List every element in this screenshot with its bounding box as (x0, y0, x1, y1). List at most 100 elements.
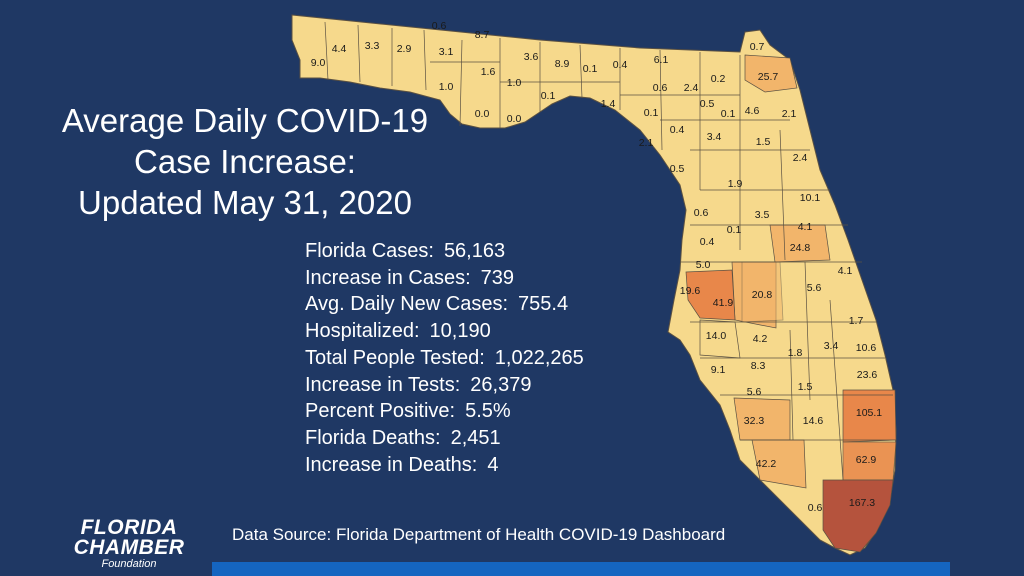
county-label: 0.6 (432, 20, 447, 32)
county-label: 19.6 (680, 285, 701, 297)
stat-value: 1,022,265 (494, 346, 584, 369)
stat-value: 4 (487, 453, 499, 476)
county-label: 20.8 (752, 289, 773, 301)
county-label: 1.0 (439, 81, 454, 93)
stat-increase-deaths: Increase in Deaths: 4 (305, 452, 584, 479)
title-line: Average Daily COVID-19 (61, 102, 429, 139)
county-label: 0.2 (711, 73, 726, 85)
stat-label: Avg. Daily New Cases: (305, 293, 509, 316)
stat-increase-cases: Increase in Cases: 739 (305, 265, 584, 292)
county-label: 0.4 (613, 59, 628, 71)
county-label: 9.0 (311, 57, 326, 69)
stat-label: Hospitalized: (305, 320, 420, 343)
county-label: 8.9 (555, 58, 570, 70)
county-label: 0.1 (541, 90, 556, 102)
county-label: 0.1 (721, 108, 736, 120)
stat-value: 755.4 (518, 293, 569, 316)
county-label: 0.0 (475, 108, 490, 120)
county-label: 23.6 (857, 369, 878, 381)
county-label: 1.9 (728, 178, 743, 190)
county-label: 4.4 (332, 43, 347, 55)
stat-percent-positive: Percent Positive: 5.5% (305, 398, 584, 425)
county-label: 25.7 (758, 71, 779, 83)
region-miami-dade (822, 479, 894, 553)
county-label: 1.5 (798, 381, 813, 393)
county-label: 4.2 (753, 333, 768, 345)
stat-label: Increase in Cases: (305, 266, 471, 289)
county-label: 8.3 (751, 360, 766, 372)
county-label: 42.2 (756, 458, 777, 470)
county-label: 1.7 (849, 315, 864, 327)
county-label: 6.1 (654, 54, 669, 66)
county-label: 1.4 (601, 98, 616, 110)
county-label: 5.6 (807, 282, 822, 294)
logo-line: FLORIDA (80, 516, 178, 539)
stat-label: Increase in Tests: (305, 373, 461, 396)
county-label: 9.1 (711, 364, 726, 376)
stat-total-tested: Total People Tested: 1,022,265 (305, 345, 584, 372)
county-label: 3.4 (707, 131, 722, 143)
stat-hospitalized: Hospitalized: 10,190 (305, 318, 584, 345)
county-label: 0.4 (670, 124, 685, 136)
stat-value: 2,451 (450, 426, 501, 449)
county-label: 3.3 (365, 40, 380, 52)
stat-value: 5.5% (465, 400, 511, 423)
county-label: 0.6 (808, 502, 823, 514)
stat-label: Increase in Deaths: (305, 453, 478, 476)
county-label: 0.0 (507, 113, 522, 125)
county-label: 0.5 (700, 98, 715, 110)
county-label: 41.9 (713, 297, 734, 309)
florida-chamber-logo: FLORIDA CHAMBER Foundation (68, 516, 190, 570)
data-source-note: Data Source: Florida Department of Healt… (232, 525, 726, 544)
county-label: 0.1 (727, 224, 742, 236)
county-label: 3.5 (755, 209, 770, 221)
county-label: 10.6 (856, 342, 877, 354)
county-label: 105.1 (856, 407, 882, 419)
county-label: 4.1 (798, 221, 813, 233)
region-nassau (744, 54, 798, 93)
county-label: 32.3 (744, 415, 765, 427)
county-label: 2.4 (684, 82, 699, 94)
county-label: 4.1 (838, 265, 853, 277)
stat-increase-tests: Increase in Tests: 26,379 (305, 372, 584, 399)
county-label: 0.5 (670, 163, 685, 175)
county-labels: 9.0 4.4 3.3 2.9 0.6 3.1 8.7 1.0 1.6 1.0 … (311, 20, 883, 514)
county-label: 24.8 (790, 242, 811, 254)
title-line: Case Increase: (134, 143, 356, 180)
stat-value: 739 (480, 266, 515, 289)
county-label: 1.0 (507, 77, 522, 89)
region-pinellas (685, 269, 736, 321)
stat-value: 56,163 (443, 240, 506, 262)
county-label: 0.1 (644, 107, 659, 119)
county-label: 167.3 (849, 497, 875, 509)
county-label: 10.1 (800, 192, 821, 204)
county-label: 4.6 (745, 105, 760, 117)
county-label: 2.1 (782, 108, 797, 120)
county-label: 14.6 (803, 415, 824, 427)
stat-label: Florida Deaths: (305, 426, 441, 449)
stat-avg-daily-new-cases: Avg. Daily New Cases: 755.4 (305, 291, 584, 318)
county-label: 2.9 (397, 43, 412, 55)
county-label: 0.6 (694, 207, 709, 219)
logo-line: Foundation (101, 558, 157, 570)
logo-line: CHAMBER (73, 536, 185, 559)
stat-value: 26,379 (470, 373, 532, 396)
county-label: 2.1 (639, 137, 654, 149)
stat-value: 10,190 (429, 320, 491, 343)
county-label: 0.1 (583, 63, 598, 75)
county-label: 8.7 (475, 29, 490, 41)
county-label: 3.4 (824, 340, 839, 352)
county-label: 0.6 (653, 82, 668, 94)
county-label: 14.0 (706, 330, 727, 342)
county-label: 62.9 (856, 454, 877, 466)
county-label: 5.6 (747, 386, 762, 398)
stats-list: Florida Cases: 56,163 Increase in Cases: 7… (305, 238, 584, 478)
footer-bar (212, 562, 950, 576)
county-boundaries (324, 21, 896, 481)
county-label: 1.5 (756, 136, 771, 148)
stat-label: Total People Tested: (305, 346, 485, 369)
county-label: 0.4 (700, 236, 715, 248)
stat-label: Percent Positive: (305, 400, 456, 423)
county-label: 1.8 (788, 347, 803, 359)
stat-florida-cases: Florida Cases: 56,163 (305, 238, 584, 265)
